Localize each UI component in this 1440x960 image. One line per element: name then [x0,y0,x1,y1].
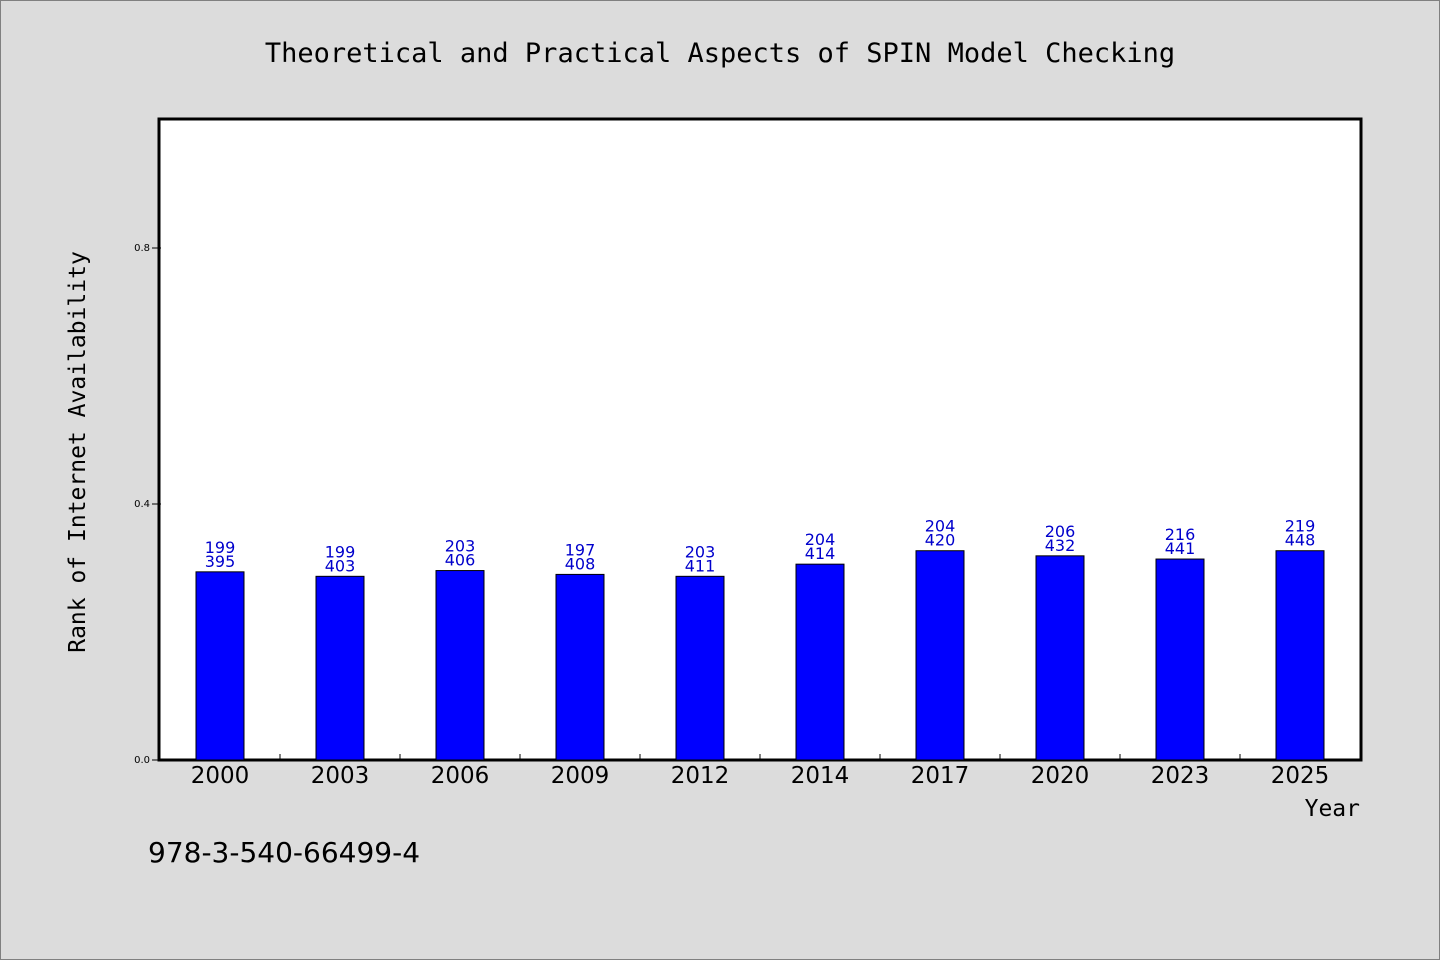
x-tick-label-2023: 2023 [1151,763,1210,789]
data-label-top-2009: 197 [565,540,596,559]
data-label-bottom-2006: 406 [445,551,476,570]
x-tick-label-2017: 2017 [911,763,970,789]
data-label-top-2000: 199 [205,538,236,557]
x-tick-label-2003: 2003 [311,763,370,789]
isbn-label: 978-3-540-66499-4 [148,836,420,869]
bar-2000 [195,571,245,761]
data-label-top-2017: 204 [925,517,956,536]
data-label-top-2003: 199 [325,542,356,561]
bar-2020 [1035,555,1085,761]
data-label-bottom-2000: 395 [205,552,236,571]
data-label-top-2012: 203 [685,542,716,561]
data-label-bottom-2003: 403 [325,556,356,575]
x-tick-label-2025: 2025 [1271,763,1330,789]
bar-2003 [315,575,365,761]
data-label-bottom-2017: 420 [925,531,956,550]
x-tick-label-2009: 2009 [551,763,610,789]
data-label-bottom-2009: 408 [565,554,596,573]
bar-2006 [435,570,485,761]
data-label-top-2014: 204 [805,530,836,549]
x-tick-label-2014: 2014 [791,763,850,789]
data-label-bottom-2014: 414 [805,544,836,563]
data-label-top-2025: 219 [1285,517,1316,536]
x-tick-label-2006: 2006 [431,763,490,789]
bar-2017 [915,550,965,761]
x-axis-label: Year [1305,796,1360,822]
bar-2025 [1275,550,1325,761]
data-label-top-2020: 206 [1045,522,1076,541]
data-label-bottom-2012: 411 [685,556,716,575]
x-tick-label-2000: 2000 [191,763,250,789]
y-axis-label: Rank of Internet Availability [65,251,91,653]
data-label-top-2006: 203 [445,537,476,556]
data-labels-group: 1993951994032034061974082034112044142044… [205,517,1316,576]
data-label-top-2023: 216 [1165,525,1196,544]
y-axis: 0.0 0.4 0.8 [134,243,161,766]
bar-2014 [795,563,845,761]
chart-title: Theoretical and Practical Aspects of SPI… [265,38,1175,69]
data-label-bottom-2025: 448 [1285,531,1316,550]
bar-2023 [1155,558,1205,761]
bar-2009 [555,573,605,761]
bars-group [195,550,1325,761]
y-tick-label-0.8: 0.8 [134,243,150,254]
x-tick-label-2020: 2020 [1031,763,1090,789]
y-tick-label-0.0: 0.0 [134,755,150,766]
bar-2012 [675,575,725,761]
y-tick-label-0.4: 0.4 [134,499,150,510]
data-label-bottom-2023: 441 [1165,539,1196,558]
data-label-bottom-2020: 432 [1045,536,1076,555]
x-axis: 2000 2003 2006 2009 2012 2014 2017 2020 2023 2025 [191,754,1330,789]
x-tick-label-2012: 2012 [671,763,730,789]
